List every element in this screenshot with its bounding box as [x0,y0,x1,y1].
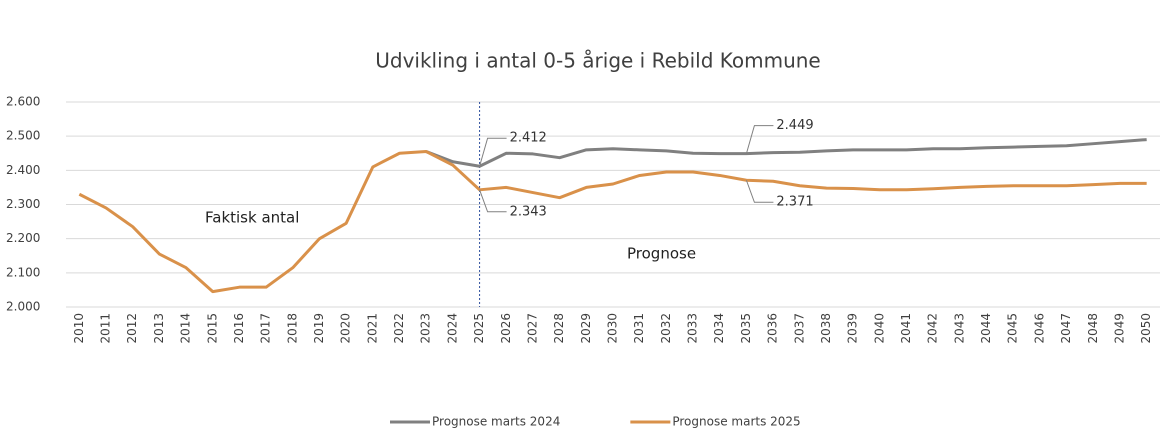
series-line [425,138,1147,168]
legend-label: Prognose marts 2024 [432,415,560,429]
data-label: 2.449 [776,118,813,133]
x-tick-label: 2020 [339,313,353,344]
y-tick-label: 2.100 [6,265,40,279]
annotation: Prognose [627,245,696,263]
leader-line [745,125,774,154]
x-tick-label: 2038 [819,313,833,344]
x-tick-label: 2031 [632,313,646,344]
x-tick-label: 2049 [1112,313,1126,344]
x-tick-label: 2047 [1059,313,1073,344]
y-tick-label: 2.300 [6,197,40,211]
x-tick-label: 2035 [739,313,753,344]
x-tick-label: 2040 [872,313,886,344]
x-tick-label: 2034 [712,313,726,344]
x-tick-label: 2050 [1139,313,1153,344]
x-tick-label: 2042 [926,313,940,344]
x-tick-label: 2025 [472,313,486,344]
x-tick-label: 2028 [552,313,566,344]
legend-label: Prognose marts 2025 [672,415,800,429]
x-tick-label: 2032 [659,313,673,344]
x-tick-label: 2036 [766,313,780,344]
y-tick-label: 2.000 [6,300,40,314]
data-label: 2.412 [510,131,547,146]
data-label: 2.343 [510,204,547,219]
x-tick-label: 2017 [259,313,273,344]
x-tick-label: 2019 [312,313,326,344]
leader-line [479,137,507,167]
x-tick-label: 2037 [792,313,806,344]
y-tick-label: 2.500 [6,129,40,143]
x-tick-label: 2045 [1006,313,1020,344]
x-tick-label: 2026 [499,313,513,344]
x-tick-label: 2043 [952,313,966,344]
x-tick-label: 2011 [99,313,113,344]
series-line [78,150,1147,294]
x-tick-label: 2010 [72,313,86,344]
x-tick-label: 2029 [579,313,593,344]
x-tick-label: 2041 [899,313,913,344]
data-label: 2.371 [776,195,813,210]
annotation: Faktisk antal [205,209,299,227]
x-tick-label: 2030 [606,313,620,344]
x-tick-label: 2046 [1032,313,1046,344]
x-tick-label: 2044 [979,313,993,344]
chart-title: Udvikling i antal 0-5 årige i Rebild Kom… [375,49,820,73]
x-tick-label: 2022 [392,313,406,344]
x-tick-label: 2015 [205,313,219,344]
x-tick-label: 2023 [419,313,433,344]
x-tick-label: 2018 [285,313,299,344]
x-tick-label: 2033 [686,313,700,344]
x-tick-label: 2021 [365,313,379,344]
x-tick-label: 2013 [152,313,166,344]
x-tick-label: 2048 [1086,313,1100,344]
x-tick-label: 2039 [846,313,860,344]
x-tick-label: 2012 [125,313,139,344]
leader-line [479,189,507,213]
leader-line [745,180,774,203]
y-tick-label: 2.400 [6,163,40,177]
y-tick-label: 2.200 [6,231,40,245]
x-tick-label: 2024 [445,313,459,344]
x-tick-label: 2016 [232,313,246,344]
x-tick-label: 2014 [179,313,193,344]
x-tick-label: 2027 [525,313,539,344]
y-tick-label: 2.600 [6,95,40,109]
